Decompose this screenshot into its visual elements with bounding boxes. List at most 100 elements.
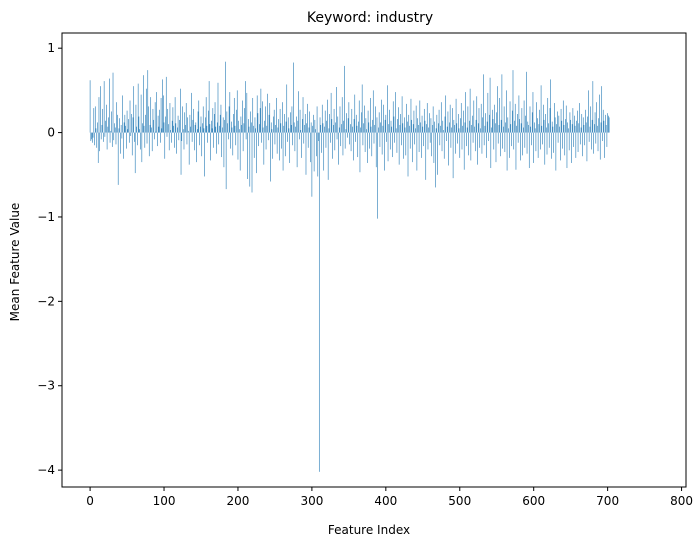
bar xyxy=(418,132,420,152)
bar xyxy=(193,108,194,133)
bar xyxy=(513,132,515,150)
bar xyxy=(350,132,352,152)
bar xyxy=(565,119,566,133)
bar xyxy=(374,124,376,133)
bar xyxy=(185,124,186,133)
bar xyxy=(185,103,187,133)
bar xyxy=(568,132,570,151)
bar xyxy=(479,132,481,148)
bar xyxy=(384,119,386,133)
bar xyxy=(289,132,291,163)
bar xyxy=(595,132,597,144)
bar xyxy=(347,132,348,138)
bar xyxy=(229,92,231,133)
bar xyxy=(134,132,135,142)
bar xyxy=(294,132,296,152)
x-tick-label: 200 xyxy=(227,494,250,508)
bar xyxy=(319,117,321,133)
bar xyxy=(173,125,174,133)
bar xyxy=(318,132,320,472)
bar xyxy=(360,127,361,133)
bar xyxy=(199,126,201,133)
bar xyxy=(137,132,138,146)
bar xyxy=(435,128,437,133)
bar xyxy=(178,132,180,141)
bar xyxy=(97,122,98,133)
bar xyxy=(133,86,135,133)
bar xyxy=(210,132,211,161)
bar xyxy=(552,126,554,133)
bar xyxy=(246,92,248,133)
bar xyxy=(197,129,198,133)
bar xyxy=(561,120,563,133)
bar xyxy=(594,112,596,133)
bar xyxy=(282,132,284,171)
bar xyxy=(537,132,539,158)
bar xyxy=(516,125,517,133)
bar xyxy=(584,132,586,146)
bar xyxy=(426,124,427,133)
bar xyxy=(102,108,103,133)
bar xyxy=(295,126,296,133)
bar xyxy=(316,106,318,133)
bar xyxy=(577,110,578,133)
bar xyxy=(494,123,496,133)
bar xyxy=(594,124,595,133)
bar xyxy=(344,65,345,133)
bar xyxy=(387,85,388,133)
bar xyxy=(568,128,569,133)
bar xyxy=(381,99,382,133)
bar xyxy=(190,126,191,133)
bar xyxy=(543,104,544,133)
bar xyxy=(528,132,530,169)
bar xyxy=(98,97,100,133)
bar xyxy=(237,132,239,160)
bar xyxy=(221,132,222,158)
bar xyxy=(500,132,501,157)
bar xyxy=(140,132,141,150)
bar xyxy=(467,106,469,133)
bar xyxy=(454,124,455,133)
bar xyxy=(398,107,399,133)
bar xyxy=(204,132,205,177)
bar xyxy=(206,125,208,133)
bar xyxy=(136,126,137,133)
bar xyxy=(410,98,412,133)
bar xyxy=(186,132,188,145)
bar xyxy=(182,129,184,133)
bar xyxy=(147,70,149,133)
bar xyxy=(189,114,191,133)
bar xyxy=(219,114,221,133)
bar xyxy=(525,115,526,133)
bar xyxy=(214,114,215,133)
bar xyxy=(233,97,235,133)
bar xyxy=(505,122,506,133)
bar xyxy=(281,132,282,149)
bar xyxy=(213,132,214,148)
bar xyxy=(119,118,120,133)
bar xyxy=(174,97,176,133)
bar xyxy=(330,92,332,133)
bar xyxy=(255,128,256,133)
bar xyxy=(154,132,155,140)
bar xyxy=(511,132,512,147)
bar xyxy=(372,119,373,133)
bar xyxy=(260,88,262,133)
bar xyxy=(253,125,254,133)
bar xyxy=(577,132,579,152)
bar xyxy=(491,127,492,133)
bar xyxy=(440,125,441,133)
bar xyxy=(386,132,387,142)
bar xyxy=(458,128,460,133)
bar xyxy=(284,114,285,133)
bar xyxy=(482,117,483,133)
bar xyxy=(495,132,497,163)
bar xyxy=(152,108,154,133)
bar xyxy=(509,101,511,133)
bar xyxy=(421,115,423,133)
bar xyxy=(382,125,384,133)
bar xyxy=(234,125,236,133)
bar xyxy=(142,123,143,133)
bar xyxy=(108,117,109,133)
bar xyxy=(299,132,300,140)
